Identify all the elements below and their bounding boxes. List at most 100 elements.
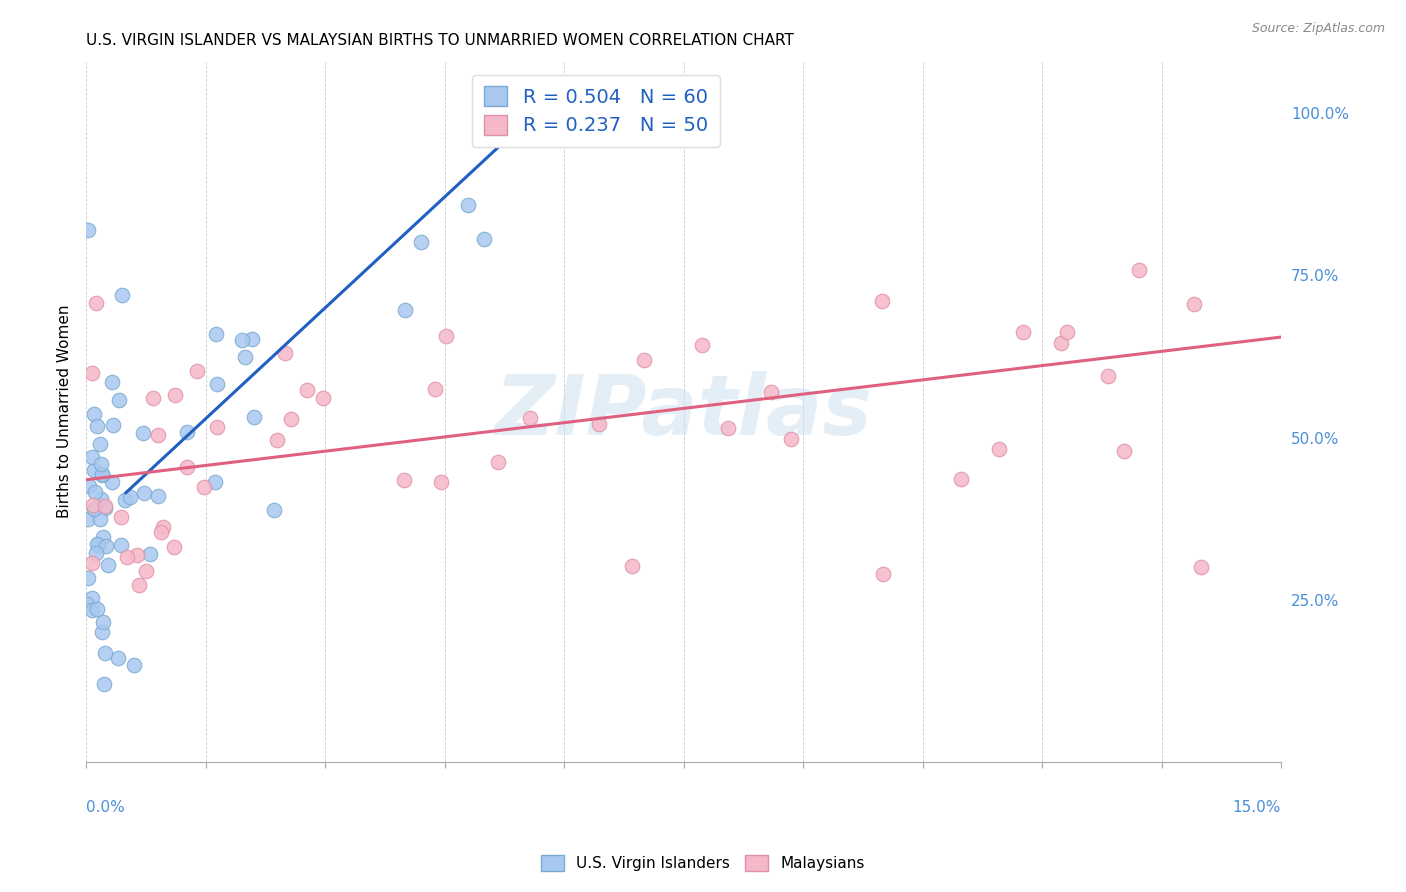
Point — [83, 407, 105, 421]
Point — [89, 512, 111, 526]
Point — [76, 597, 98, 611]
Point — [690, 337, 713, 351]
Point — [505, 94, 527, 108]
Point — [80, 367, 103, 381]
Point — [103, 417, 125, 432]
Text: Source: ZipAtlas.com: Source: ZipAtlas.com — [1251, 22, 1385, 36]
Point — [86, 546, 108, 560]
Point — [621, 559, 644, 574]
Point — [83, 502, 105, 516]
Point — [295, 383, 318, 397]
Point — [100, 375, 122, 389]
Point — [717, 420, 740, 434]
Point — [97, 558, 120, 572]
Point — [125, 548, 148, 562]
Point — [409, 235, 432, 249]
Point — [1012, 325, 1035, 339]
Point — [82, 602, 104, 616]
Point — [77, 223, 100, 237]
Point — [204, 475, 226, 489]
Point — [132, 486, 155, 500]
Point — [135, 564, 157, 578]
Point — [139, 548, 162, 562]
Point — [152, 520, 174, 534]
Point — [872, 294, 894, 309]
Point — [205, 419, 228, 434]
Point — [1191, 560, 1213, 574]
Point — [988, 442, 1011, 457]
Point — [1128, 263, 1150, 277]
Point — [122, 657, 145, 672]
Point — [489, 120, 512, 135]
Point — [90, 492, 112, 507]
Point — [176, 425, 198, 439]
Point — [115, 549, 138, 564]
Point — [132, 425, 155, 440]
Point — [519, 411, 541, 425]
Point — [1114, 443, 1136, 458]
Point — [91, 468, 114, 483]
Point — [93, 499, 115, 513]
Point — [759, 384, 782, 399]
Point — [84, 484, 107, 499]
Point — [101, 475, 124, 490]
Point — [474, 232, 496, 246]
Point — [91, 615, 114, 630]
Point — [263, 503, 285, 517]
Point — [76, 571, 98, 585]
Point — [93, 500, 115, 515]
Point — [79, 479, 101, 493]
Point — [193, 479, 215, 493]
Point — [84, 295, 107, 310]
Point — [89, 437, 111, 451]
Point — [1097, 368, 1119, 383]
Point — [274, 346, 297, 360]
Point — [186, 364, 208, 378]
Point — [392, 473, 415, 487]
Point — [76, 512, 98, 526]
Point — [163, 541, 186, 555]
Point — [1049, 336, 1071, 351]
Point — [430, 475, 453, 489]
Point — [588, 417, 610, 432]
Point — [86, 538, 108, 552]
Point — [312, 391, 335, 405]
Y-axis label: Births to Unmarried Women: Births to Unmarried Women — [58, 305, 72, 518]
Point — [91, 625, 114, 640]
Point — [91, 530, 114, 544]
Point — [457, 198, 479, 212]
Point — [872, 566, 894, 581]
Point — [235, 350, 257, 364]
Point — [425, 382, 447, 396]
Text: ZIPatlas: ZIPatlas — [495, 371, 873, 452]
Text: 15.0%: 15.0% — [1233, 800, 1281, 815]
Point — [266, 434, 288, 448]
Point — [110, 538, 132, 552]
Point — [90, 458, 112, 472]
Point — [434, 329, 457, 343]
Point — [86, 602, 108, 616]
Point — [83, 463, 105, 477]
Point — [633, 352, 655, 367]
Point — [149, 525, 172, 540]
Point — [163, 388, 186, 402]
Point — [394, 303, 416, 318]
Point — [128, 578, 150, 592]
Point — [240, 332, 263, 346]
Point — [142, 391, 165, 405]
Point — [94, 646, 117, 660]
Point — [114, 493, 136, 508]
Point — [146, 489, 169, 503]
Point — [93, 677, 115, 691]
Point — [111, 288, 134, 302]
Point — [80, 450, 103, 464]
Point — [243, 410, 266, 425]
Point — [205, 326, 228, 341]
Point — [82, 498, 104, 512]
Point — [86, 419, 108, 434]
Point — [96, 540, 118, 554]
Point — [107, 651, 129, 665]
Point — [108, 392, 131, 407]
Point — [780, 432, 803, 446]
Point — [1182, 297, 1205, 311]
